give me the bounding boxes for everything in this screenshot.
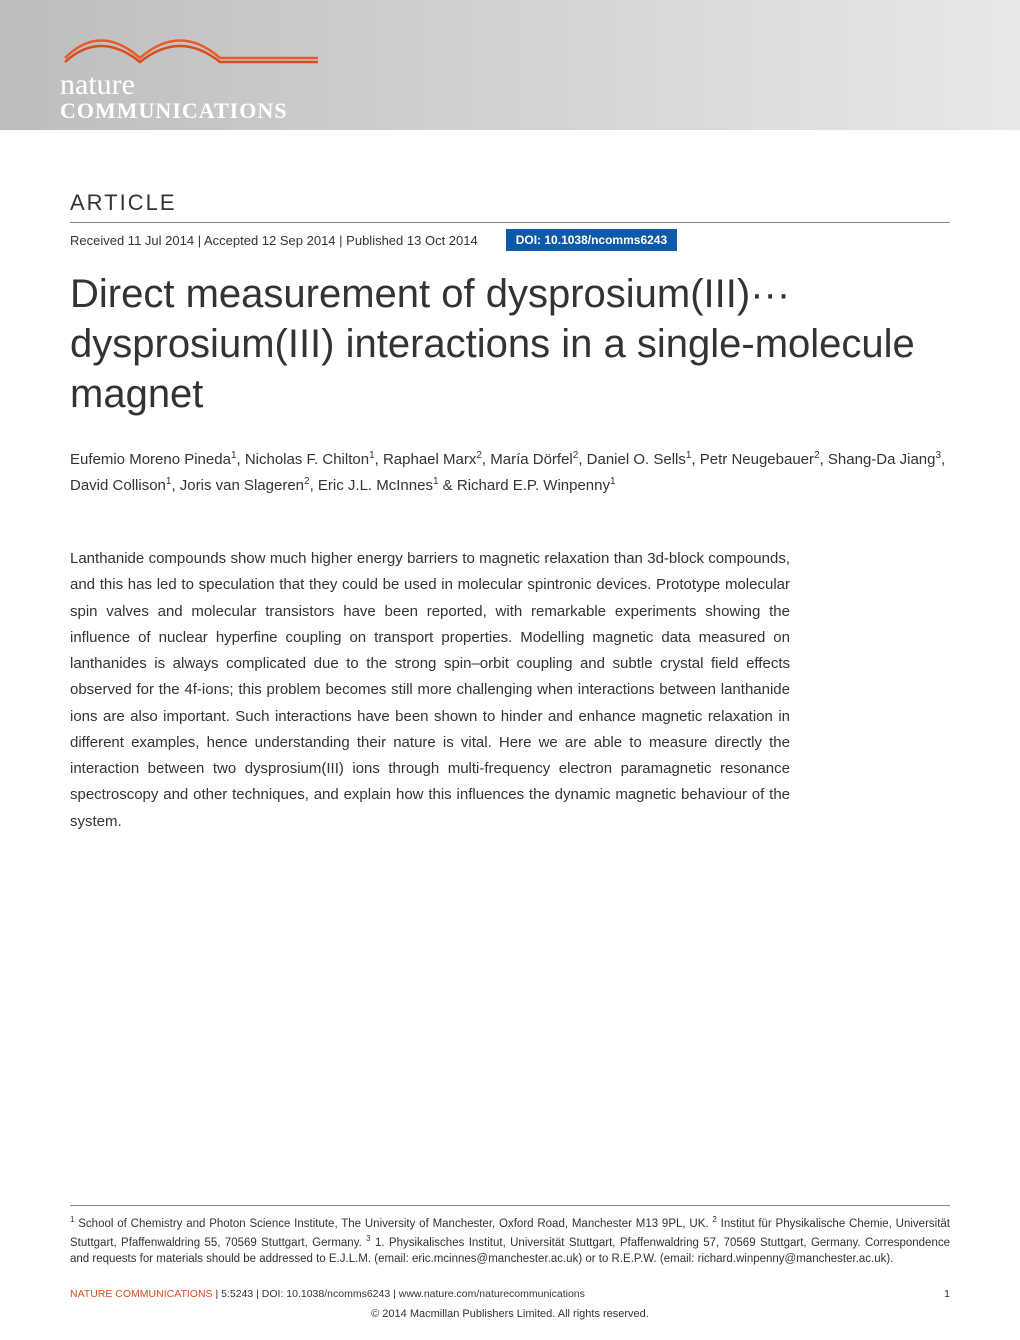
journal-logo: nature COMMUNICATIONS [60, 18, 320, 118]
journal-header-band: nature COMMUNICATIONS [0, 0, 1020, 130]
article-content: ARTICLE Received 11 Jul 2014 | Accepted … [0, 130, 1020, 835]
logo-line1: nature [60, 70, 320, 100]
article-title: Direct measurement of dysprosium(III)···… [70, 269, 950, 419]
page-footer: NATURE COMMUNICATIONS | 5:5243 | DOI: 10… [70, 1288, 950, 1320]
article-type-label: ARTICLE [70, 190, 950, 216]
page-number: 1 [944, 1288, 950, 1300]
meta-received: Received 11 Jul 2014 | Accepted 12 Sep 2… [70, 233, 478, 248]
logo-line2: COMMUNICATIONS [60, 100, 320, 122]
doi-badge: DOI: 10.1038/ncomms6243 [506, 229, 677, 251]
author-list: Eufemio Moreno Pineda1, Nicholas F. Chil… [70, 447, 950, 498]
footer-brand: NATURE COMMUNICATIONS [70, 1288, 213, 1300]
footer-citation-line: NATURE COMMUNICATIONS | 5:5243 | DOI: 10… [70, 1288, 950, 1300]
logo-swoosh-icon [60, 18, 320, 73]
affiliations: 1 School of Chemistry and Photon Science… [70, 1205, 950, 1268]
footer-citation: | 5:5243 | DOI: 10.1038/ncomms6243 | www… [213, 1288, 585, 1300]
article-meta-row: Received 11 Jul 2014 | Accepted 12 Sep 2… [70, 222, 950, 251]
abstract-text: Lanthanide compounds show much higher en… [70, 546, 790, 835]
footer-copyright: © 2014 Macmillan Publishers Limited. All… [70, 1308, 950, 1320]
logo-text: nature COMMUNICATIONS [60, 70, 320, 122]
